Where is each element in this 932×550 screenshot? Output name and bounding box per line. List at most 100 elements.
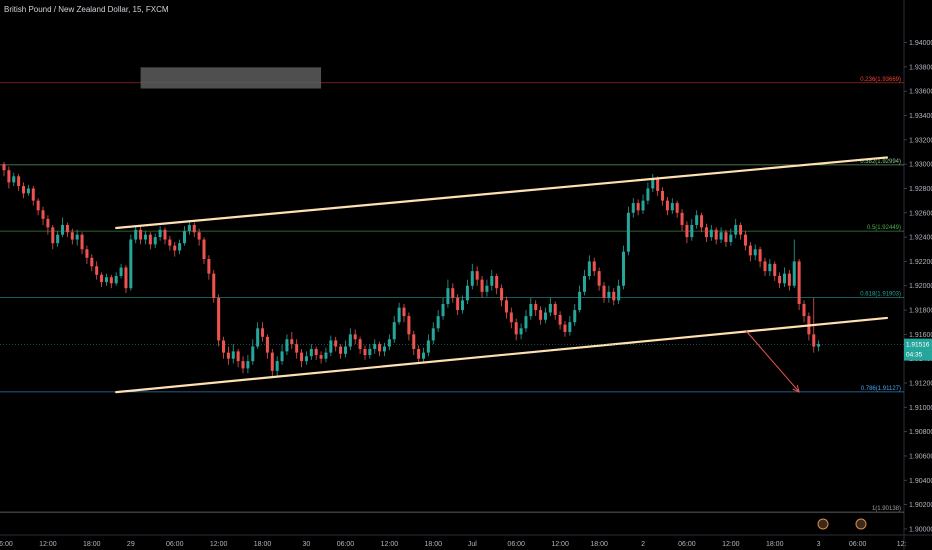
- candle-body: [353, 334, 357, 340]
- fib-level-label: 0.786(1.91127): [861, 386, 901, 392]
- candle-body: [22, 186, 26, 194]
- candle-body: [558, 314, 562, 325]
- event-icon[interactable]: [817, 518, 829, 530]
- candle-body: [168, 239, 172, 246]
- supply-zone-box[interactable]: [140, 67, 322, 89]
- candle-body: [465, 285, 469, 301]
- arrow-shaft[interactable]: [745, 329, 800, 393]
- candle-body: [553, 303, 557, 315]
- bottom-right-buttons[interactable]: [817, 518, 867, 530]
- candle-body: [12, 176, 16, 183]
- candle-body: [480, 279, 484, 292]
- price-tick-label: 1.93000: [909, 162, 932, 169]
- price-tick-label: 1.91200: [909, 381, 932, 388]
- candle-body: [709, 229, 713, 238]
- time-axis[interactable]: 06:00 12:00 18:00 29 06:00 12:00 18:00 30 06:00 1…: [0, 541, 906, 548]
- price-tick-label: 1.90800: [909, 429, 932, 436]
- candle-body: [817, 344, 821, 347]
- projection-arrow[interactable]: [745, 329, 800, 393]
- candle-body: [407, 316, 411, 335]
- candle-body: [139, 229, 143, 240]
- candle-body: [41, 210, 45, 219]
- last-price-box: [904, 338, 932, 361]
- candle-body: [441, 303, 445, 317]
- candle-body: [226, 352, 230, 359]
- time-tick-label: 06:00: [0, 541, 13, 548]
- time-tick-label: 12:00: [381, 541, 399, 548]
- candle-body: [626, 212, 630, 252]
- time-tick-label: 3: [817, 541, 821, 548]
- candle-body: [587, 261, 591, 277]
- price-axis[interactable]: 1.94000 1.93800 1.93600 1.93400 1.93200 1.930…: [904, 40, 932, 533]
- candle-body: [329, 340, 333, 353]
- candle-body: [295, 344, 299, 353]
- candle-body: [270, 352, 274, 371]
- candle-body: [56, 234, 60, 244]
- price-tick-label: 1.92000: [909, 283, 932, 290]
- candle-body: [324, 352, 328, 359]
- price-tick-label: 1.94000: [909, 40, 932, 47]
- time-tick-label: 12:00: [722, 541, 740, 548]
- time-tick-label: 12:00: [210, 541, 228, 548]
- candle-body: [36, 200, 40, 211]
- candle-body: [695, 215, 699, 225]
- candle-body: [704, 227, 708, 238]
- candle-body: [612, 291, 616, 301]
- time-tick-label: Jul: [468, 541, 477, 548]
- channel-lower-line[interactable]: [115, 316, 889, 394]
- candle-body: [734, 224, 738, 235]
- candle-body: [290, 339, 294, 345]
- candle-body: [680, 212, 684, 225]
- candle-body: [729, 234, 733, 242]
- candlestick-series: [2, 161, 821, 377]
- candle-body: [422, 352, 426, 359]
- candle-body: [178, 243, 182, 251]
- candle-body: [173, 245, 177, 251]
- candle-body: [319, 355, 323, 359]
- event-icon[interactable]: [855, 518, 867, 530]
- candle-body: [768, 263, 772, 272]
- candle-body: [748, 245, 752, 256]
- candle-body: [470, 271, 474, 286]
- candle-body: [656, 178, 660, 191]
- fib-level-label: 0.5(1.92449): [867, 225, 901, 231]
- candle-body: [782, 273, 786, 284]
- fib-level-label: 0.382(1.92994): [860, 159, 901, 165]
- price-channel[interactable]: [115, 156, 889, 394]
- candle-body: [163, 229, 167, 240]
- candle-body: [651, 178, 655, 189]
- candle-body: [661, 190, 665, 201]
- candle-body: [543, 312, 547, 320]
- time-tick-label: 18:00: [254, 541, 272, 548]
- candle-body: [607, 291, 611, 298]
- time-tick-label: 06:00: [678, 541, 696, 548]
- candle-body: [26, 188, 30, 194]
- candle-body: [485, 285, 489, 292]
- candle-body: [402, 307, 406, 317]
- candle-body: [373, 344, 377, 349]
- price-tick-label: 1.93600: [909, 89, 932, 96]
- candle-body: [70, 232, 74, 240]
- candle-body: [500, 288, 504, 301]
- time-tick-label: 06:00: [337, 541, 355, 548]
- resistance-zone[interactable]: [140, 67, 322, 89]
- candle-body: [95, 266, 99, 275]
- candle-body: [90, 257, 94, 267]
- candle-body: [197, 232, 201, 240]
- candle-body: [636, 203, 640, 211]
- candle-body: [763, 261, 767, 272]
- price-tick-label: 1.90400: [909, 478, 932, 485]
- candle-body: [563, 324, 567, 332]
- price-tick-label: 1.90200: [909, 502, 932, 509]
- candle-body: [231, 351, 235, 359]
- time-tick-label: 18:00: [425, 541, 443, 548]
- channel-upper-line[interactable]: [115, 156, 889, 230]
- candle-body: [578, 291, 582, 311]
- price-tick-label: 1.92600: [909, 210, 932, 217]
- candle-body: [75, 234, 79, 240]
- bar-countdown: 04:35: [906, 352, 923, 359]
- candle-body: [622, 251, 626, 286]
- candle-body: [104, 277, 108, 283]
- candle-body: [743, 234, 747, 246]
